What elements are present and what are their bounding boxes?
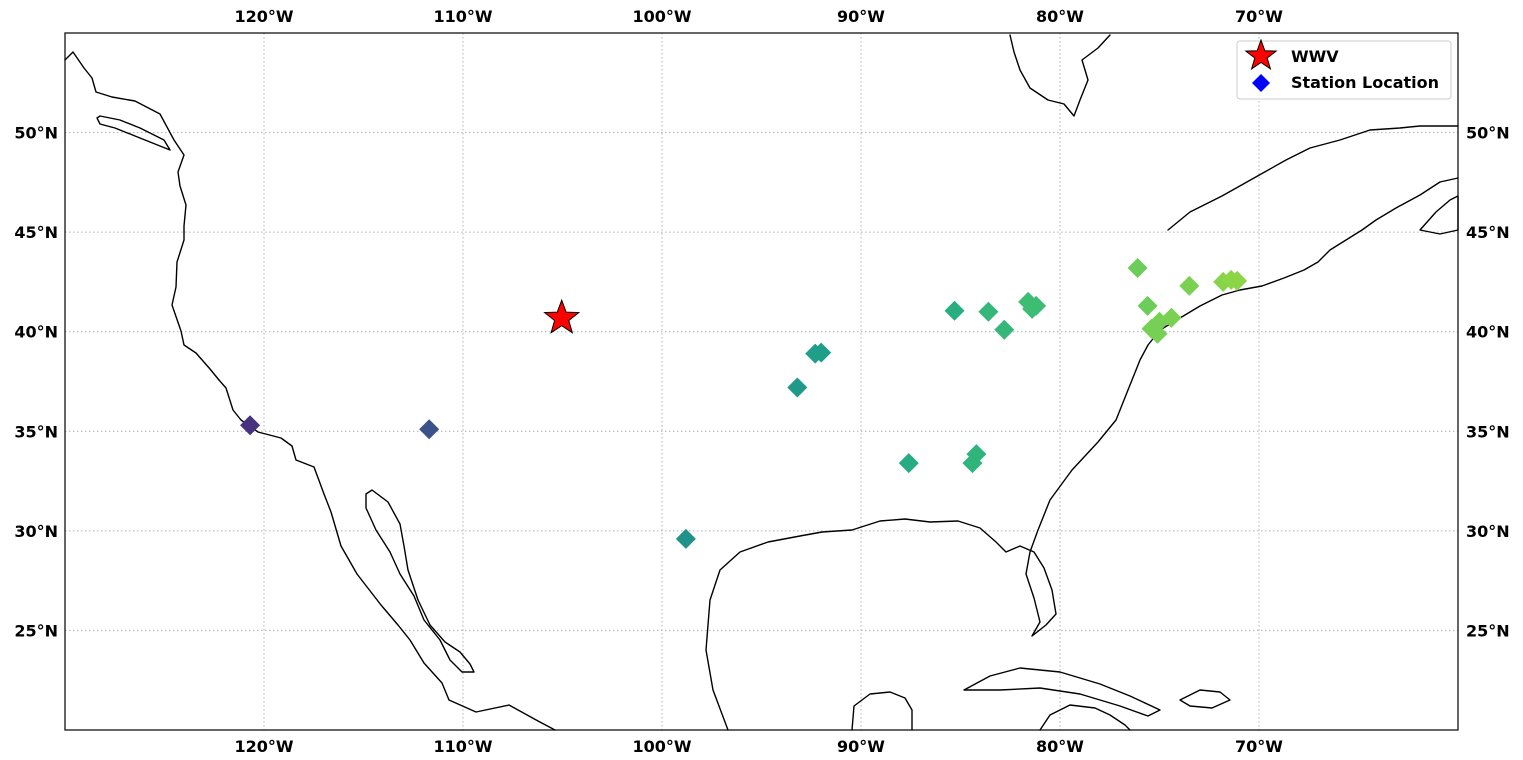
station-marker-24	[1227, 270, 1248, 291]
lon-label-top-3: 90°W	[837, 7, 885, 26]
wwv-star-marker	[543, 298, 581, 334]
station-marker-5	[811, 342, 832, 363]
station-marker-21	[1179, 275, 1200, 296]
coastline-yucatan	[851, 691, 913, 731]
lon-label-bottom-1: 110°W	[433, 737, 492, 756]
coastline-baja	[365, 489, 475, 673]
lon-label-top-1: 110°W	[433, 7, 492, 26]
lat-label-left-0: 25°N	[14, 621, 58, 640]
lat-label-left-3: 40°N	[14, 323, 58, 342]
lat-label-left-5: 50°N	[14, 124, 58, 143]
coastline-pacific	[64, 51, 556, 731]
transmitter-marker	[543, 298, 581, 334]
coastline-vancouver-island	[96, 115, 171, 151]
station-marker-0	[240, 415, 261, 436]
lon-label-top-0: 120°W	[234, 7, 293, 26]
lon-label-bottom-2: 100°W	[632, 737, 691, 756]
lon-label-top-5: 70°W	[1235, 7, 1283, 26]
lon-label-bottom-0: 120°W	[234, 737, 293, 756]
coastline-central-america	[1039, 704, 1131, 731]
coastlines	[64, 34, 1459, 731]
latitude-labels-right: 25°N 30°N 35°N 40°N 45°N 50°N	[1466, 124, 1510, 641]
station-marker-9	[966, 444, 987, 465]
station-marker-2	[675, 528, 696, 549]
station-marker-14	[1022, 298, 1043, 319]
station-marker-3	[787, 377, 808, 398]
lat-label-right-5: 50°N	[1466, 124, 1510, 143]
station-marker-10	[978, 301, 999, 322]
station-marker-19	[1147, 323, 1168, 344]
lat-label-left-1: 30°N	[14, 522, 58, 541]
legend-diamond-icon	[1252, 74, 1270, 92]
station-marker-7	[944, 300, 965, 321]
lat-label-right-4: 45°N	[1466, 223, 1510, 242]
coastline-quebec	[1167, 125, 1459, 231]
station-marker-11	[994, 319, 1015, 340]
lat-label-right-1: 30°N	[1466, 522, 1510, 541]
coastline-gulf	[705, 177, 1459, 731]
lon-label-top-2: 100°W	[632, 7, 691, 26]
lat-label-left-4: 45°N	[14, 223, 58, 242]
legend-label-station: Station Location	[1291, 73, 1439, 92]
legend-label-wwv: WWV	[1291, 47, 1339, 66]
station-marker-15	[1127, 257, 1148, 278]
station-marker-1	[419, 419, 440, 440]
lon-label-bottom-3: 90°W	[837, 737, 885, 756]
coastline-newfoundland	[1419, 195, 1459, 235]
lat-label-right-0: 25°N	[1466, 621, 1510, 640]
coastline-hudson-bay	[1009, 34, 1111, 117]
legend-star-icon	[1244, 38, 1278, 71]
lon-label-top-4: 80°W	[1036, 7, 1084, 26]
coastline-cuba	[963, 667, 1161, 717]
graticule	[65, 33, 1458, 730]
legend: WWV Station Location	[1236, 38, 1452, 100]
longitude-labels-top: 120°W 110°W 100°W 90°W 80°W 70°W	[234, 7, 1283, 26]
lon-label-bottom-5: 70°W	[1235, 737, 1283, 756]
lon-label-bottom-4: 80°W	[1036, 737, 1084, 756]
lat-label-right-3: 40°N	[1466, 323, 1510, 342]
map-frame	[64, 32, 1459, 731]
lat-label-right-2: 35°N	[1466, 422, 1510, 441]
latitude-labels-left: 25°N 30°N 35°N 40°N 45°N 50°N	[14, 124, 58, 641]
station-marker-20	[1161, 307, 1182, 328]
coastline-hispaniola	[1179, 689, 1231, 709]
station-marker-6	[898, 453, 919, 474]
lat-label-left-2: 35°N	[14, 422, 58, 441]
station-marker-16	[1137, 295, 1158, 316]
longitude-labels-bottom: 120°W 110°W 100°W 90°W 80°W 70°W	[234, 737, 1283, 756]
station-markers	[240, 257, 1248, 549]
